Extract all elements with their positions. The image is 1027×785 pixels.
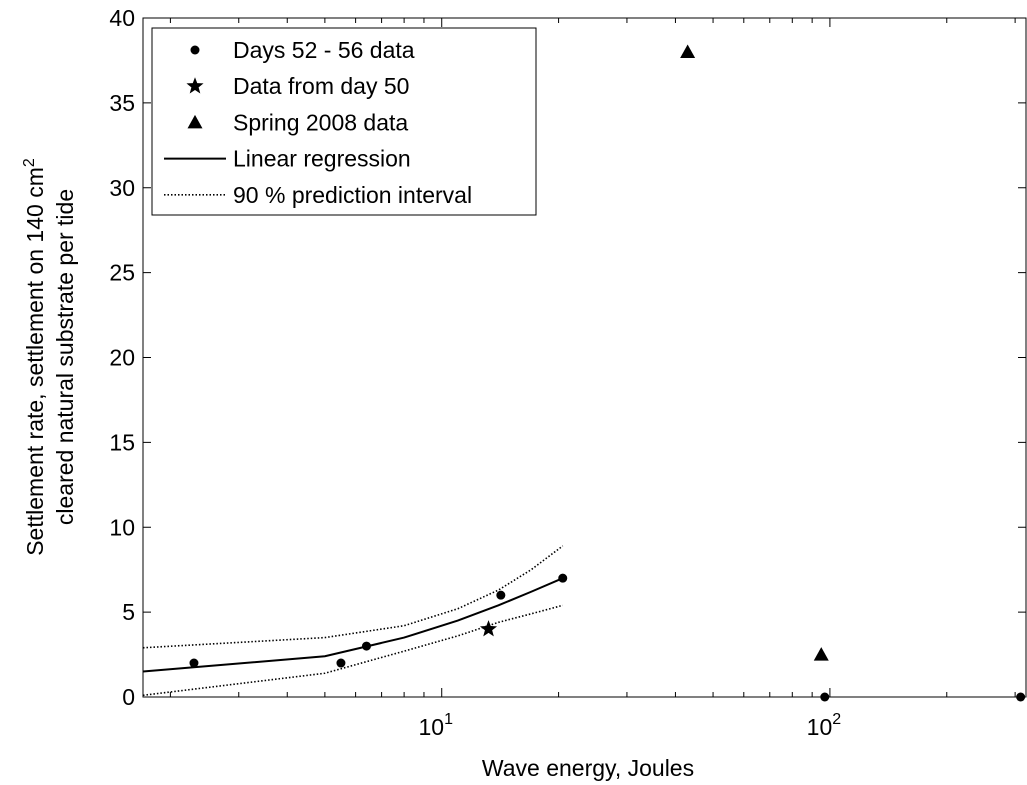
y-axis-label-sup: 2	[21, 158, 38, 167]
y-tick-label: 15	[109, 429, 135, 455]
y-ticks: 0 5 10 15 20 25 30 35 40	[109, 5, 1026, 710]
x-minor-ticks	[169, 18, 1016, 697]
data-point-circle-4	[558, 573, 568, 583]
legend-box	[151, 27, 537, 216]
data-point-circle-3	[496, 590, 506, 600]
legend: Days 52 - 56 data Data from day 50 Spring …	[151, 27, 537, 216]
y-tick-label: 25	[109, 260, 135, 286]
legend-label: 90 % prediction interval	[233, 182, 472, 208]
data-point-circle-0	[189, 658, 199, 668]
legend-label: Data from day 50	[233, 73, 409, 99]
series-line-4	[142, 545, 564, 649]
series-line-5	[142, 604, 563, 697]
x-axis-label: Wave energy, Joules	[482, 755, 694, 781]
legend-item: 90 % prediction interval	[164, 182, 472, 208]
series-layer	[142, 44, 1026, 702]
y-tick-label: 5	[122, 599, 135, 625]
series-line-3	[142, 577, 564, 673]
y-tick-label: 40	[109, 5, 135, 31]
y-axis-label-line1: Settlement rate, settlement on 140 cm2	[21, 158, 48, 556]
data-point-triangle-1	[813, 647, 829, 661]
y-tick-label: 35	[109, 90, 135, 116]
y-axis-label-line1-text: Settlement rate, settlement on 140 cm	[22, 167, 48, 556]
data-point-star-0	[479, 620, 498, 637]
y-tick-label: 10	[109, 514, 135, 540]
legend-marker-circle	[190, 45, 200, 55]
y-tick-label: 30	[109, 175, 135, 201]
legend-label: Spring 2008 data	[233, 109, 408, 135]
legend-item: Linear regression	[164, 146, 411, 172]
legend-marker-triangle	[187, 114, 203, 129]
y-tick-label: 20	[109, 345, 135, 371]
y-tick-label: 0	[122, 684, 135, 710]
data-point-circle-1	[336, 658, 346, 668]
legend-label: Linear regression	[233, 146, 411, 172]
legend-marker-star	[186, 77, 204, 94]
x-tick-label: 102	[807, 711, 842, 740]
legend-label: Days 52 - 56 data	[233, 37, 415, 63]
legend-items: Days 52 - 56 data Data from day 50 Spring …	[164, 37, 472, 208]
x-major-ticks: 101 102	[418, 18, 841, 740]
y-axis-label-line2: cleared natural substrate per tide	[52, 189, 78, 525]
legend-item: Data from day 50	[186, 73, 409, 99]
x-tick-label: 101	[418, 711, 453, 740]
legend-item: Spring 2008 data	[187, 109, 408, 135]
y-axis-label: Settlement rate, settlement on 140 cm2 c…	[21, 158, 78, 556]
legend-item: Days 52 - 56 data	[190, 37, 415, 63]
data-point-triangle-0	[680, 44, 696, 58]
data-point-circle-5	[820, 692, 830, 702]
data-point-circle-6	[1016, 692, 1026, 702]
